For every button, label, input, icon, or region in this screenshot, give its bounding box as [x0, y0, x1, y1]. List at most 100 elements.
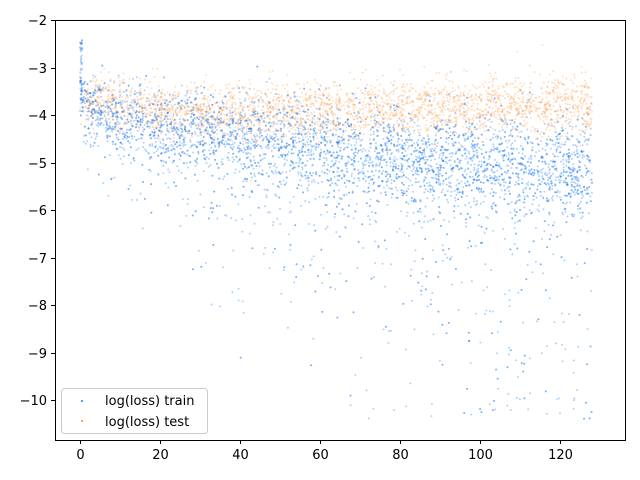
data-point [227, 188, 230, 190]
data-point [508, 134, 511, 137]
data-point [235, 134, 238, 137]
data-point [97, 104, 99, 106]
data-point [487, 180, 490, 182]
data-point [136, 119, 139, 122]
data-point [428, 181, 431, 184]
data-point [126, 136, 129, 138]
data-point [259, 154, 261, 157]
data-point [567, 158, 570, 161]
data-point [279, 127, 282, 130]
data-point [357, 177, 360, 180]
data-point [473, 146, 476, 149]
data-point [121, 146, 124, 149]
data-point [270, 137, 273, 140]
data-point [498, 151, 500, 153]
data-point [177, 102, 180, 104]
data-point [229, 126, 232, 129]
data-point [90, 123, 93, 126]
data-point [197, 249, 200, 252]
data-point [381, 148, 384, 151]
data-point [551, 187, 554, 190]
data-point [458, 141, 461, 144]
data-point [212, 96, 215, 98]
data-point [343, 175, 346, 178]
data-point [323, 150, 326, 153]
data-point [226, 172, 229, 175]
data-point [379, 158, 382, 161]
data-point [503, 153, 506, 156]
data-point [429, 219, 432, 222]
data-point [347, 155, 350, 158]
data-point [337, 108, 340, 111]
data-point [250, 127, 253, 130]
data-point [369, 198, 372, 201]
data-point [363, 160, 366, 163]
data-point [536, 169, 539, 172]
data-point [572, 107, 575, 110]
data-point [576, 156, 579, 159]
data-point [570, 181, 573, 184]
data-point [521, 92, 524, 95]
data-point [393, 145, 396, 148]
data-point [297, 184, 300, 186]
data-point [507, 158, 510, 161]
data-point [476, 154, 479, 157]
data-point [531, 211, 534, 214]
data-point [115, 112, 118, 115]
data-point [273, 165, 276, 168]
data-point [253, 159, 256, 162]
data-point [165, 143, 167, 146]
data-point [364, 155, 367, 157]
data-point [560, 179, 562, 182]
data-point [238, 170, 241, 173]
data-point [420, 169, 423, 172]
data-point [530, 157, 533, 160]
data-point [445, 183, 448, 186]
data-point [583, 135, 586, 138]
data-point [450, 174, 453, 177]
data-point [477, 188, 480, 191]
data-point [550, 118, 553, 121]
data-point [341, 138, 344, 141]
data-point [342, 142, 345, 145]
data-point [292, 161, 294, 164]
data-point [526, 142, 529, 145]
data-point [560, 143, 563, 146]
data-point [484, 263, 487, 266]
data-point [420, 171, 423, 174]
data-point [184, 126, 187, 129]
data-point [302, 110, 305, 113]
data-point [353, 159, 355, 162]
data-point [172, 114, 175, 116]
data-point [384, 191, 387, 194]
data-point [143, 197, 146, 200]
data-point [202, 170, 205, 173]
data-point [248, 119, 251, 121]
data-point [527, 137, 530, 140]
data-point [548, 213, 551, 216]
data-point [244, 165, 246, 168]
data-point [488, 174, 491, 177]
data-point [488, 156, 491, 159]
data-point [518, 195, 521, 198]
data-point [133, 135, 136, 138]
data-point [218, 144, 221, 147]
data-point [495, 204, 497, 207]
data-point [149, 133, 152, 136]
data-point [270, 149, 273, 152]
data-point [562, 155, 565, 158]
data-point [142, 130, 144, 133]
data-point [420, 153, 423, 156]
data-point [371, 178, 374, 181]
data-point [520, 156, 523, 159]
data-point [560, 256, 563, 259]
data-point [250, 142, 252, 144]
data-point [522, 158, 525, 160]
data-point [118, 122, 121, 125]
data-point [457, 198, 460, 201]
data-point [228, 123, 231, 126]
data-point [368, 103, 371, 106]
data-point [254, 180, 257, 182]
data-point [565, 153, 568, 155]
